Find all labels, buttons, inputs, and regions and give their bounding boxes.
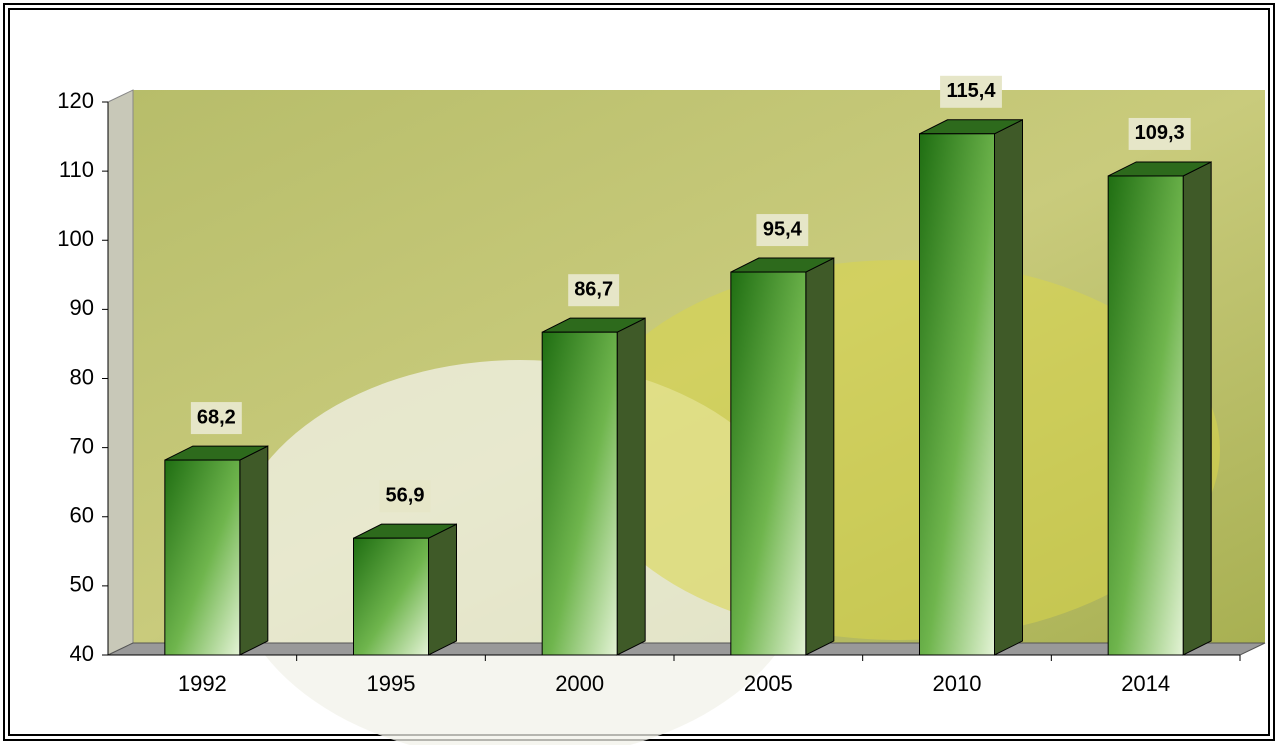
value-label: 95,4 bbox=[763, 218, 803, 240]
y-tick-label: 70 bbox=[70, 433, 94, 458]
value-label: 109,3 bbox=[1135, 122, 1185, 144]
value-label: 115,4 bbox=[947, 80, 997, 102]
x-tick-label: 2010 bbox=[933, 671, 982, 696]
value-label: 68,2 bbox=[197, 406, 236, 428]
bar-side bbox=[616, 317, 646, 656]
value-label-bg bbox=[190, 402, 242, 435]
bar-side bbox=[239, 445, 269, 656]
x-tick-label: 1992 bbox=[178, 671, 227, 696]
y-tick-label: 120 bbox=[57, 88, 94, 113]
bar bbox=[730, 271, 807, 656]
value-label-bg bbox=[568, 274, 620, 307]
value-label: 56,9 bbox=[386, 484, 425, 506]
value-label-bg bbox=[1128, 117, 1191, 150]
y-tick-label: 50 bbox=[70, 572, 94, 597]
y-tick-label: 40 bbox=[70, 641, 94, 666]
bar-side bbox=[428, 523, 457, 656]
bar bbox=[353, 537, 429, 656]
left-wall bbox=[107, 89, 134, 656]
y-tick-label: 60 bbox=[70, 503, 94, 528]
bar-side bbox=[1182, 161, 1212, 656]
x-tick-label: 2005 bbox=[744, 671, 793, 696]
y-tick-label: 90 bbox=[70, 295, 94, 320]
bar bbox=[541, 331, 618, 656]
y-tick-label: 110 bbox=[59, 157, 94, 182]
x-tick-label: 2000 bbox=[555, 671, 604, 696]
plot-area bbox=[107, 89, 1266, 750]
value-label-bg bbox=[379, 480, 431, 513]
y-tick-label: 80 bbox=[70, 364, 94, 389]
bar bbox=[1107, 175, 1184, 656]
bar bbox=[164, 459, 241, 656]
x-tick-label: 1995 bbox=[367, 671, 416, 696]
value-label: 86,7 bbox=[574, 278, 613, 300]
floor bbox=[107, 642, 1266, 656]
y-tick-label: 100 bbox=[57, 226, 94, 251]
bar-side bbox=[994, 118, 1023, 656]
bar-side bbox=[805, 257, 835, 656]
bar bbox=[919, 133, 995, 656]
x-tick-label: 2014 bbox=[1121, 671, 1170, 696]
value-label-bg bbox=[756, 214, 809, 247]
value-label-bg bbox=[940, 75, 1002, 108]
